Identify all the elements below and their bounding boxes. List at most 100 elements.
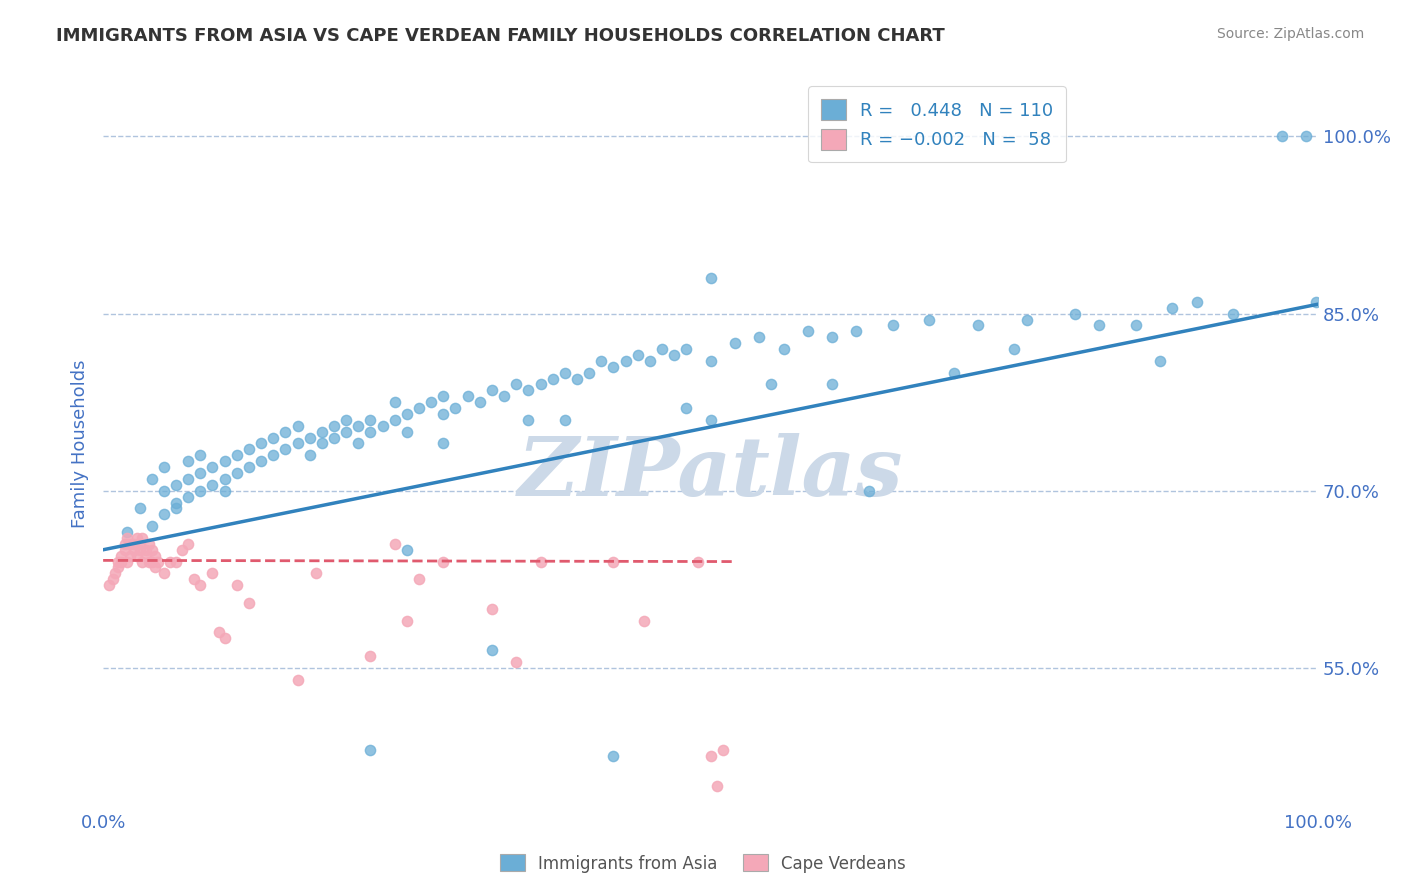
Y-axis label: Family Households: Family Households [72, 359, 89, 528]
Point [347, 436, 370, 450]
Point [101, 572, 124, 586]
Point [444, 401, 467, 415]
Point [153, 460, 176, 475]
Point [201, 566, 224, 581]
Point [311, 436, 333, 450]
Point [468, 395, 491, 409]
Legend: R =   0.448   N = 110, R = −0.002   N =  58: R = 0.448 N = 110, R = −0.002 N = 58 [808, 87, 1066, 162]
Point [122, 537, 145, 551]
Point [201, 460, 224, 475]
Point [141, 555, 163, 569]
Point [711, 743, 734, 757]
Point [146, 555, 169, 569]
Point [1271, 129, 1294, 144]
Point [207, 625, 229, 640]
Point [554, 413, 576, 427]
Point [117, 555, 139, 569]
Point [131, 531, 153, 545]
Point [118, 549, 141, 563]
Point [1125, 318, 1147, 333]
Point [138, 555, 160, 569]
Point [172, 542, 194, 557]
Point [706, 779, 728, 793]
Point [384, 413, 406, 427]
Point [110, 549, 132, 563]
Point [664, 348, 686, 362]
Point [323, 431, 346, 445]
Point [882, 318, 904, 333]
Point [1002, 342, 1025, 356]
Point [214, 454, 236, 468]
Point [98, 578, 121, 592]
Point [104, 566, 127, 581]
Point [159, 555, 181, 569]
Point [335, 425, 357, 439]
Point [238, 442, 260, 457]
Point [432, 389, 454, 403]
Point [127, 549, 149, 563]
Point [177, 472, 200, 486]
Point [145, 549, 167, 563]
Point [591, 354, 613, 368]
Point [602, 359, 624, 374]
Point [117, 524, 139, 539]
Point [432, 436, 454, 450]
Point [128, 501, 150, 516]
Point [225, 578, 247, 592]
Point [287, 673, 309, 687]
Point [359, 743, 381, 757]
Point [323, 418, 346, 433]
Point [602, 749, 624, 764]
Point [1161, 301, 1184, 315]
Point [238, 460, 260, 475]
Point [395, 425, 418, 439]
Point [138, 537, 160, 551]
Point [238, 596, 260, 610]
Point [145, 560, 167, 574]
Point [724, 336, 747, 351]
Point [131, 555, 153, 569]
Point [135, 542, 157, 557]
Point [118, 537, 141, 551]
Point [384, 395, 406, 409]
Point [517, 384, 540, 398]
Point [384, 537, 406, 551]
Point [153, 508, 176, 522]
Point [942, 366, 965, 380]
Point [298, 431, 321, 445]
Point [141, 472, 163, 486]
Point [858, 483, 880, 498]
Point [177, 537, 200, 551]
Point [165, 555, 187, 569]
Point [188, 483, 211, 498]
Point [1149, 354, 1171, 368]
Point [541, 371, 564, 385]
Point [395, 542, 418, 557]
Point [481, 643, 503, 657]
Point [529, 555, 551, 569]
Point [638, 354, 661, 368]
Point [141, 519, 163, 533]
Point [529, 377, 551, 392]
Point [505, 655, 527, 669]
Point [565, 371, 588, 385]
Point [135, 549, 157, 563]
Point [188, 448, 211, 462]
Point [225, 466, 247, 480]
Point [127, 531, 149, 545]
Point [614, 354, 637, 368]
Point [347, 418, 370, 433]
Point [675, 342, 697, 356]
Point [165, 478, 187, 492]
Point [1295, 129, 1317, 144]
Point [675, 401, 697, 415]
Point [141, 542, 163, 557]
Point [201, 478, 224, 492]
Point [128, 537, 150, 551]
Point [250, 454, 273, 468]
Point [1305, 294, 1327, 309]
Point [1185, 294, 1208, 309]
Point [408, 572, 430, 586]
Point [699, 271, 721, 285]
Point [110, 555, 132, 569]
